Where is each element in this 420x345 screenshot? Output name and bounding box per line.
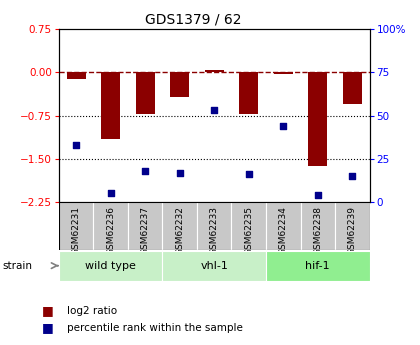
Bar <box>59 251 163 280</box>
Text: vhl-1: vhl-1 <box>200 261 228 270</box>
Point <box>245 171 252 177</box>
Text: strain: strain <box>2 262 32 271</box>
Text: ■: ■ <box>42 321 54 334</box>
Point <box>349 173 356 179</box>
Bar <box>308 72 327 166</box>
Text: GSM62231: GSM62231 <box>71 206 81 255</box>
Text: hif-1: hif-1 <box>305 261 330 270</box>
Text: percentile rank within the sample: percentile rank within the sample <box>67 323 243 333</box>
Bar <box>66 72 86 79</box>
Bar <box>170 72 189 97</box>
Bar <box>274 72 293 73</box>
Bar <box>301 202 335 250</box>
Bar <box>343 72 362 104</box>
Text: GSM62237: GSM62237 <box>141 206 150 255</box>
Bar <box>266 202 301 250</box>
Text: GSM62239: GSM62239 <box>348 206 357 255</box>
Point <box>280 123 286 129</box>
Bar <box>205 70 224 72</box>
Bar <box>59 202 93 250</box>
Text: GSM62238: GSM62238 <box>313 206 322 255</box>
Bar <box>197 202 231 250</box>
Bar <box>101 72 120 139</box>
Text: ■: ■ <box>42 304 54 317</box>
Point <box>211 108 218 113</box>
Text: wild type: wild type <box>85 261 136 270</box>
Bar <box>163 251 266 280</box>
Bar <box>93 202 128 250</box>
Point <box>142 168 149 174</box>
Bar <box>128 202 163 250</box>
Point <box>176 170 183 175</box>
Bar <box>163 202 197 250</box>
Text: GSM62233: GSM62233 <box>210 206 219 255</box>
Bar <box>266 251 370 280</box>
Bar <box>239 72 258 114</box>
Point <box>73 142 79 148</box>
Bar <box>231 202 266 250</box>
Text: GSM62234: GSM62234 <box>279 206 288 255</box>
Text: GSM62232: GSM62232 <box>175 206 184 255</box>
Point <box>107 190 114 196</box>
Text: log2 ratio: log2 ratio <box>67 306 117 315</box>
Bar <box>335 202 370 250</box>
Text: GSM62236: GSM62236 <box>106 206 115 255</box>
Bar <box>136 72 155 114</box>
Text: GSM62235: GSM62235 <box>244 206 253 255</box>
Point <box>315 192 321 198</box>
Text: GDS1379 / 62: GDS1379 / 62 <box>145 12 241 26</box>
